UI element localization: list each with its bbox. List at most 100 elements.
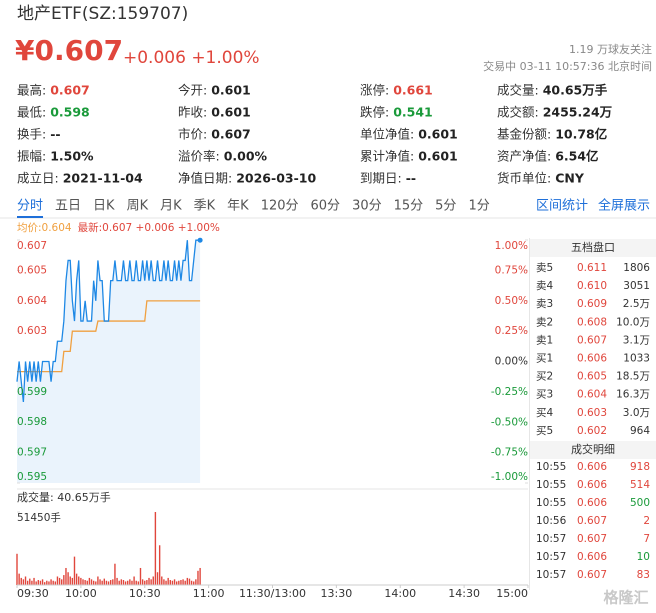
volume-bar: [163, 579, 165, 585]
tab[interactable]: 季K: [194, 199, 216, 214]
stat-value: --: [406, 171, 416, 186]
stat-label: 单位净值:: [360, 127, 414, 142]
tab[interactable]: 15分: [394, 199, 424, 214]
tab[interactable]: 5分: [435, 199, 456, 214]
volume-bar: [52, 580, 54, 585]
tab[interactable]: 60分: [311, 199, 341, 214]
book-price: 0.608: [577, 316, 607, 328]
volume-bar: [127, 580, 129, 585]
book-price: 0.611: [577, 262, 607, 274]
stat-value: 2455.24万: [543, 105, 612, 120]
volume-bar: [150, 579, 152, 585]
volume-bar: [169, 580, 171, 585]
volume-bar: [112, 579, 114, 585]
tab[interactable]: 30分: [352, 199, 382, 214]
volume-bar: [167, 577, 169, 585]
stat-label: 成交量:: [497, 83, 539, 98]
book-price: 0.602: [577, 425, 607, 437]
x-tick-label: 14:00: [384, 587, 416, 600]
book-price: 0.610: [577, 280, 607, 292]
volume-bar: [73, 556, 76, 585]
trade-price: 0.607: [577, 515, 607, 527]
y2-tick-label: 0.50%: [495, 295, 528, 307]
y2-tick-label: -0.50%: [491, 416, 528, 428]
stat-label: 昨收:: [178, 105, 207, 120]
tab[interactable]: 五日: [55, 199, 81, 214]
volume-bar: [118, 580, 120, 585]
stat-label: 跌停:: [360, 105, 389, 120]
volume-bar: [33, 577, 35, 585]
trade-volume: 83: [637, 569, 650, 581]
volume-bar: [92, 580, 95, 585]
volume-bar: [56, 576, 59, 585]
volume-bar: [29, 578, 31, 585]
trade-price: 0.606: [577, 497, 607, 509]
trade-time: 10:55: [536, 497, 566, 509]
stat-label: 净值日期:: [178, 171, 232, 186]
book-side: 买5: [536, 425, 553, 437]
tab[interactable]: 120分: [261, 199, 299, 214]
stat-label: 溢价率:: [178, 149, 220, 164]
stat-value: 40.65万手: [543, 83, 608, 98]
tab-link[interactable]: 区间统计: [536, 199, 588, 214]
book-price: 0.605: [577, 371, 607, 383]
stat-value: 0.607: [211, 127, 251, 142]
title: 地产ETF(SZ:159707): [17, 4, 188, 24]
volume-bar: [101, 580, 103, 585]
price-line: [16, 239, 201, 403]
trade-time: 10:56: [536, 515, 567, 527]
volume-bar: [193, 581, 195, 585]
y-tick-label: 0.605: [17, 265, 47, 277]
tab[interactable]: 年K: [227, 199, 249, 214]
y-tick-label: 51450手: [17, 511, 61, 524]
volume-bar: [152, 576, 154, 585]
tab[interactable]: 日K: [93, 199, 115, 214]
volume-bar: [195, 579, 197, 585]
volume-bar: [99, 579, 101, 585]
volume-bar: [69, 576, 71, 585]
volume-bar: [103, 578, 105, 585]
tab-link[interactable]: 全屏展示: [598, 198, 650, 214]
stat-label: 最高:: [17, 83, 46, 98]
stat-label: 振幅:: [17, 149, 46, 164]
followers: 1.19 万球友关注: [569, 42, 652, 56]
trade-volume: 2: [643, 515, 650, 527]
stat-label: 基金份额:: [497, 127, 551, 142]
y-tick-label: 0.597: [17, 446, 47, 458]
tab[interactable]: 月K: [160, 199, 182, 214]
volume-bar: [148, 577, 150, 585]
stat-value: 2026-03-10: [236, 171, 316, 186]
stat-label: 到期日:: [360, 171, 402, 186]
volume-bar: [97, 576, 99, 585]
volume-bar: [178, 580, 180, 585]
volume-bar: [43, 582, 46, 585]
volume-bar: [46, 580, 48, 585]
volume-bar: [84, 580, 86, 585]
volume-bar: [199, 567, 201, 585]
trade-volume: 500: [630, 497, 650, 509]
book-side: 买3: [536, 389, 553, 401]
volume-bar: [22, 579, 25, 585]
volume-bar: [120, 579, 123, 585]
trade-time: 10:57: [536, 551, 566, 563]
tab[interactable]: 周K: [127, 199, 149, 214]
tab[interactable]: 1分: [468, 199, 489, 214]
volume-bar: [78, 576, 80, 585]
stat-label: 资产净值:: [497, 149, 551, 164]
x-tick-label: 10:30: [129, 587, 161, 600]
volume-bar: [180, 580, 182, 585]
book-volume: 10.0万: [616, 316, 650, 328]
stat-value: 0.601: [211, 105, 251, 120]
volume-bar: [139, 567, 142, 585]
x-tick-label: 15:00: [496, 587, 528, 600]
x-tick-label: 11:30/13:00: [239, 587, 306, 600]
volume-bar: [39, 580, 42, 585]
stat-label: 涨停:: [360, 83, 389, 98]
book-volume: 1033: [623, 353, 650, 365]
stat-label: 今开:: [178, 83, 207, 98]
stat-label: 市价:: [178, 127, 207, 142]
tab[interactable]: 分时: [17, 199, 43, 214]
stat-value: 2021-11-04: [63, 171, 143, 186]
stat-label: 累计净值:: [360, 149, 414, 164]
trade-price: 0.607: [577, 533, 607, 545]
